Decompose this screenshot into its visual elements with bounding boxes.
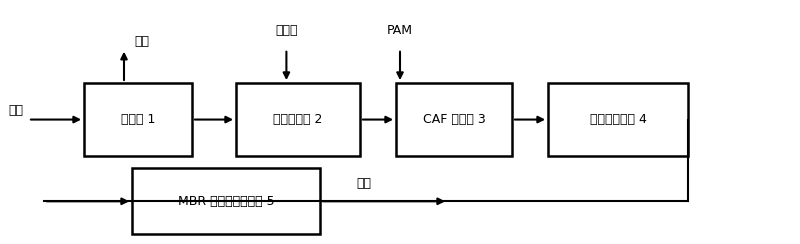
Text: 收油: 收油 [134, 35, 150, 48]
Text: 破乳剂: 破乳剂 [275, 24, 298, 37]
Bar [396, 83, 512, 156]
Text: PAM: PAM [387, 24, 413, 37]
Bar [236, 83, 360, 156]
Text: 排放: 排放 [357, 177, 371, 190]
Bar [548, 83, 688, 156]
Text: 厌氧反应单元 4: 厌氧反应单元 4 [590, 113, 646, 126]
Text: 混凝反应池 2: 混凝反应池 2 [274, 113, 322, 126]
Text: CAF 气浮池 3: CAF 气浮池 3 [422, 113, 486, 126]
Text: 调节池 1: 调节池 1 [121, 113, 155, 126]
Text: 进水: 进水 [8, 104, 23, 117]
Text: MBR 膜生物反应单元 5: MBR 膜生物反应单元 5 [178, 195, 274, 208]
Bar [84, 83, 192, 156]
Bar [132, 168, 320, 234]
